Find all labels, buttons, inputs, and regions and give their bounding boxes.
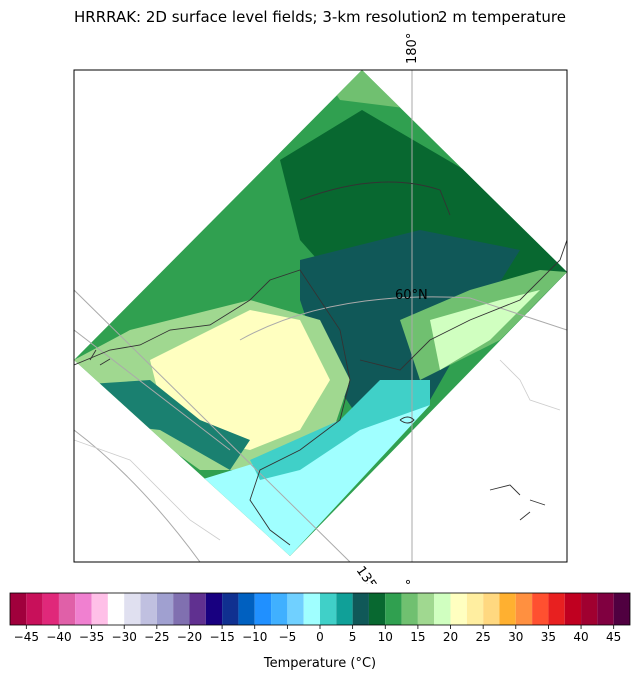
colorbar-tick-label: −35 [79,630,104,644]
colorbar-segment [434,593,451,625]
colorbar-segment [581,593,598,625]
map [74,70,567,562]
colorbar-tick-label: −10 [242,630,267,644]
colorbar-tick-label: −5 [279,630,297,644]
colorbar-tick-label: −30 [112,630,137,644]
colorbar-tick-label: −25 [144,630,169,644]
colorbar-segment [75,593,92,625]
colorbar-segment [222,593,239,625]
title-left: HRRRAK: 2D surface level fields; 3-km re… [74,8,440,26]
colorbar-tick-label: 40 [573,630,588,644]
colorbar-segment [189,593,206,625]
colorbar-segment [254,593,272,625]
colorbar-tick-label: −45 [14,630,39,644]
colorbar-segment [173,593,190,625]
colorbar-segment [124,593,141,625]
colorbar-tick-label: 15 [410,630,425,644]
borders [74,359,561,541]
colorbar-tick-label: −40 [46,630,71,644]
colorbar-tick-label: 20 [443,630,458,644]
colorbar-tick-label: 0 [316,630,324,644]
colorbar-segment [271,593,288,625]
colorbar-segment [368,593,386,625]
graticule [74,70,567,562]
colorbar-segment [613,593,630,625]
colorbar-segment [450,593,467,625]
colorbar-segment [140,593,157,625]
coastlines [74,181,567,546]
colorbar-tick-label: 10 [378,630,393,644]
colorbar-segment [107,593,125,625]
colorbar-tick-label: 45 [606,630,621,644]
colorbar-segment [548,593,565,625]
colorbar-segment [320,593,337,625]
colorbar-segment [10,593,27,625]
colorbar-segment [91,593,108,625]
colorbar-tick-label: −20 [177,630,202,644]
colorbar-segment [26,593,43,625]
colorbar-segment [352,593,369,625]
title-right: 2 m temperature [438,8,566,26]
colorbar-segment [466,593,484,625]
colorbar-segment [205,593,223,625]
map-frame [73,69,568,563]
colorbar-segment [417,593,435,625]
colorbar-segment [287,593,304,625]
colorbar-segment [597,593,614,625]
colorbar-tick-label: 35 [541,630,556,644]
gridline-label: 60°N [395,288,428,303]
gridline-label: 180° [405,33,420,64]
colorbar-label: Temperature (°C) [263,656,376,671]
colorbar-tick-label: 5 [349,630,357,644]
colorbar-segment [303,593,320,625]
colorbar-segment [336,593,353,625]
colorbar-tick-label: 30 [508,630,523,644]
colorbar-segment [385,593,402,625]
colorbar-segment [564,593,582,625]
colorbar-segment [532,593,549,625]
colorbar-segment [58,593,76,625]
colorbar-tick-label: 25 [476,630,491,644]
colorbar: −45 −40 −35 −30 −25 −20 −15 −10 −5 0 5 10 15 20 25 30 35… [9,592,631,644]
colorbar-segment [499,593,516,625]
colorbar-segment [238,593,255,625]
colorbar-segment [401,593,418,625]
colorbar-segment [483,593,500,625]
colorbar-tick-label: −15 [209,630,234,644]
colorbar-segment [156,593,174,625]
colorbar-segment [515,593,533,625]
colorbar-segment [42,593,59,625]
